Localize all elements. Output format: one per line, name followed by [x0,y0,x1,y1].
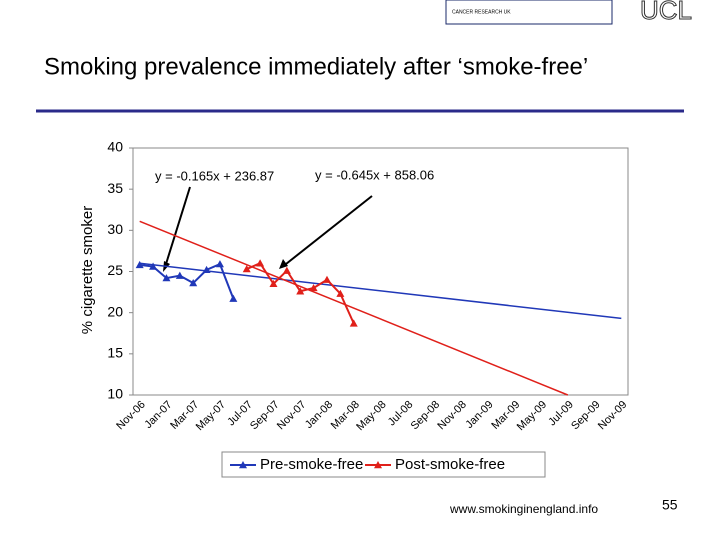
annotation-arrows [165,186,373,265]
y-tick-label: 15 [107,345,123,361]
marker [242,265,251,273]
page-number: 55 [662,497,678,513]
legend-label: Post-smoke-free [395,456,505,473]
y-tick-label: 25 [107,262,123,278]
marker [349,319,358,327]
marker [202,265,211,274]
x-tick-label: May-07 [194,399,228,433]
legend-marker [374,461,382,469]
marker [215,260,224,268]
marker [269,279,278,288]
trendline [139,220,569,396]
x-tick-label: Nov-08 [435,399,469,433]
x-tick-label: Nov-07 [275,399,309,433]
y-tick-label: 10 [107,386,123,402]
marker [256,259,265,267]
legend-label: Pre-smoke-free [260,456,363,473]
arrow [165,186,191,265]
x-tick-label: May-08 [354,399,388,433]
footer-url: www.smokinginengland.info [449,502,598,516]
x-tick-label: Sep-08 [409,399,443,433]
y-axis-label: % cigarette smoker [79,206,96,334]
x-tick-label: Nov-06 [114,399,148,433]
marker [162,274,171,282]
logo-box [445,0,613,25]
marker [296,287,305,295]
slide-title: Smoking prevalence immediately after ‘sm… [44,53,588,80]
arrowhead [279,259,288,269]
x-tick-label: Nov-09 [596,399,630,433]
arrow [285,195,373,265]
marker [189,279,198,287]
marker [322,275,331,283]
y-tick-label: 40 [107,139,123,155]
marker [336,289,345,297]
x-tick-label: Sep-09 [569,399,603,433]
logo-text: UCL [640,0,692,25]
y-tick-label: 20 [107,303,123,319]
x-tick-label: May-09 [515,399,549,433]
legend-marker [239,461,247,469]
marker [309,283,318,292]
logo-text: CANCER RESEARCH UK [452,9,511,15]
x-tick-label: Sep-07 [248,399,282,433]
y-tick-label: 30 [107,221,123,237]
annotation: y = -0.645x + 858.06 [315,167,434,182]
marker [282,266,291,274]
marker [175,271,184,279]
marker [229,294,238,302]
marker [149,262,158,270]
y-tick-label: 35 [107,180,123,196]
annotation: y = -0.165x + 236.87 [155,168,274,183]
marker [135,260,144,269]
trendline [139,262,622,320]
